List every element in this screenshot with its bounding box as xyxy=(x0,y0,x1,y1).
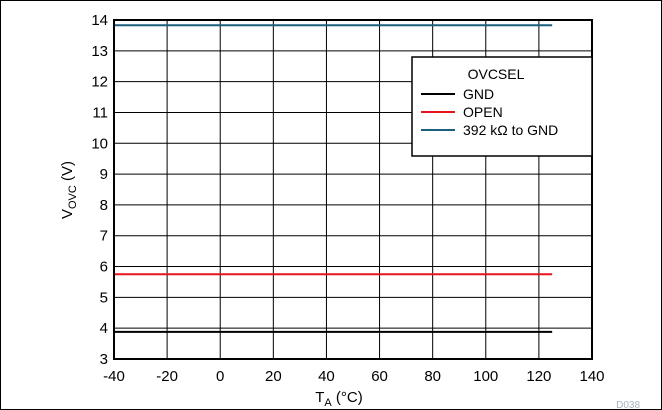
y-tick-label: 9 xyxy=(100,166,108,183)
y-tick-labels: 3 4 5 6 7 8 9 10 11 12 13 14 xyxy=(91,12,108,368)
y-tick-label: 12 xyxy=(91,74,108,91)
x-tick-label: -40 xyxy=(103,368,125,385)
x-tick-label: 80 xyxy=(424,368,441,385)
x-tick-label: 120 xyxy=(526,368,551,385)
legend: OVCSEL GND OPEN 392 kΩ to GND xyxy=(411,56,593,157)
legend-item-label: 392 kΩ to GND xyxy=(463,122,558,138)
series-lines xyxy=(114,24,553,333)
y-tick-label: 4 xyxy=(100,320,108,337)
x-tick-label: 140 xyxy=(579,368,604,385)
y-tick-label: 3 xyxy=(100,351,108,368)
legend-items: GND OPEN 392 kΩ to GND xyxy=(421,86,558,138)
y-tick-label: 10 xyxy=(91,135,108,152)
legend-item-label: OPEN xyxy=(463,104,503,120)
legend-title: OVCSEL xyxy=(468,66,525,82)
x-tick-label: 100 xyxy=(473,368,498,385)
y-tick-label: 5 xyxy=(100,289,108,306)
x-tick-label: -20 xyxy=(156,368,178,385)
y-tick-label: 14 xyxy=(91,12,108,29)
legend-item-label: GND xyxy=(463,86,494,102)
figure-id-watermark: D038 xyxy=(616,400,640,410)
y-tick-label: 13 xyxy=(91,43,108,60)
x-axis-label: TA (°C) xyxy=(315,389,363,409)
x-tick-label: 20 xyxy=(265,368,282,385)
legend-box xyxy=(411,56,593,157)
y-tick-label: 6 xyxy=(100,259,108,276)
x-tick-labels: -40 -20 0 20 40 60 80 100 120 140 xyxy=(103,368,604,385)
plot-border xyxy=(113,19,593,360)
y-axis-label: VOVC (V) xyxy=(59,161,79,219)
x-tick-label: 0 xyxy=(216,368,224,385)
y-tick-label: 8 xyxy=(100,197,108,214)
y-tick-label: 7 xyxy=(100,228,108,245)
x-tick-label: 40 xyxy=(318,368,335,385)
x-tick-label: 60 xyxy=(371,368,388,385)
y-tick-label: 11 xyxy=(92,104,108,121)
